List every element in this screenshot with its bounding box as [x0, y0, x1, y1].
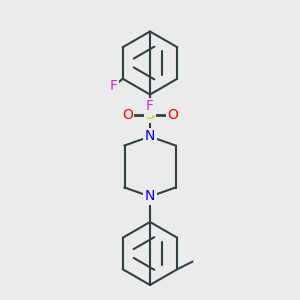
Text: S: S — [146, 108, 154, 122]
Text: O: O — [167, 108, 178, 122]
Text: O: O — [122, 108, 133, 122]
Text: F: F — [110, 79, 118, 93]
Text: F: F — [146, 100, 154, 113]
Text: N: N — [145, 130, 155, 143]
Text: N: N — [145, 190, 155, 203]
